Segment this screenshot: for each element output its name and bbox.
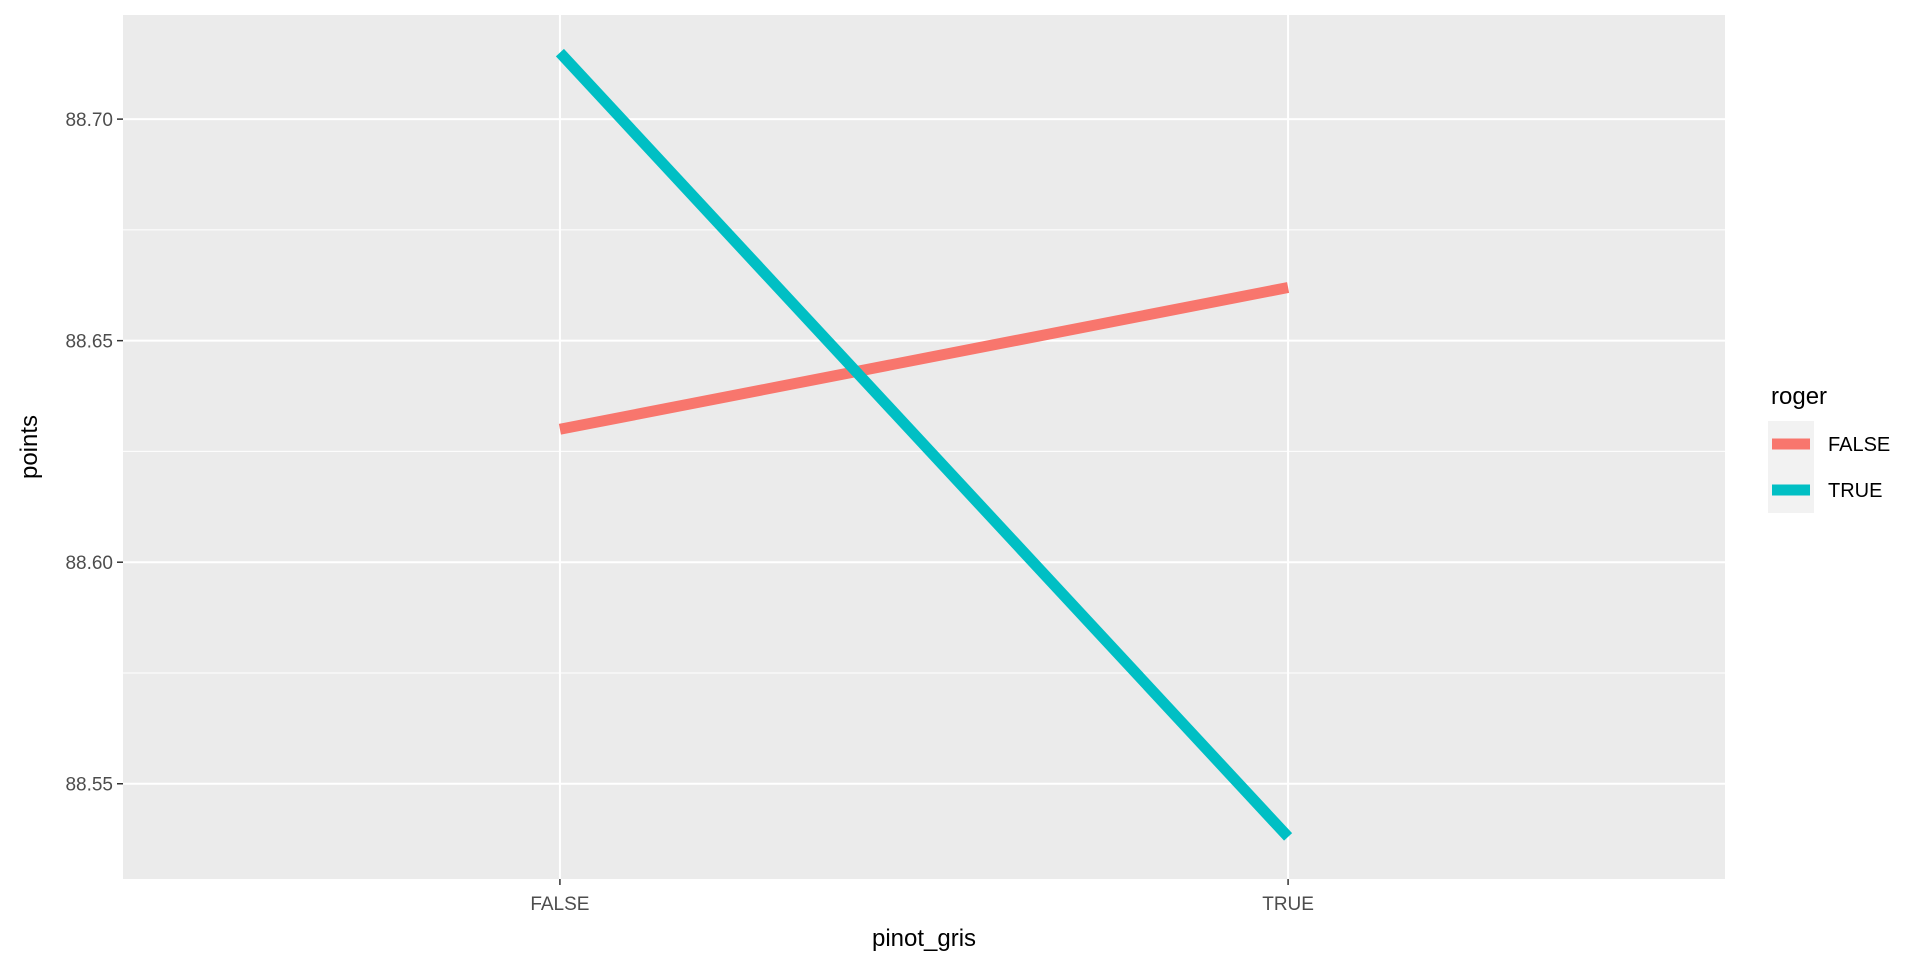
series-line-false	[558, 282, 1290, 435]
x-axis-title: pinot_gris	[872, 925, 976, 952]
series-lines	[555, 48, 1293, 841]
legend: roger FALSE TRUE	[1768, 383, 1890, 513]
legend-label: FALSE	[1828, 434, 1890, 456]
y-tick-label: 88.65	[65, 332, 113, 353]
y-tick-label: 88.60	[65, 553, 113, 574]
x-tick-label: FALSE	[530, 894, 589, 915]
y-axis-title: points	[16, 415, 43, 479]
x-tick-label: TRUE	[1262, 894, 1314, 915]
legend-title: roger	[1771, 383, 1827, 410]
y-axis: 88.55 88.60 88.65 88.70	[65, 110, 123, 796]
y-tick-label: 88.55	[65, 775, 113, 796]
major-gridlines	[123, 15, 1725, 879]
series-line-true	[555, 48, 1293, 841]
legend-label: TRUE	[1828, 480, 1882, 502]
x-axis: FALSE TRUE	[530, 879, 1314, 915]
y-tick-label: 88.70	[65, 110, 113, 131]
